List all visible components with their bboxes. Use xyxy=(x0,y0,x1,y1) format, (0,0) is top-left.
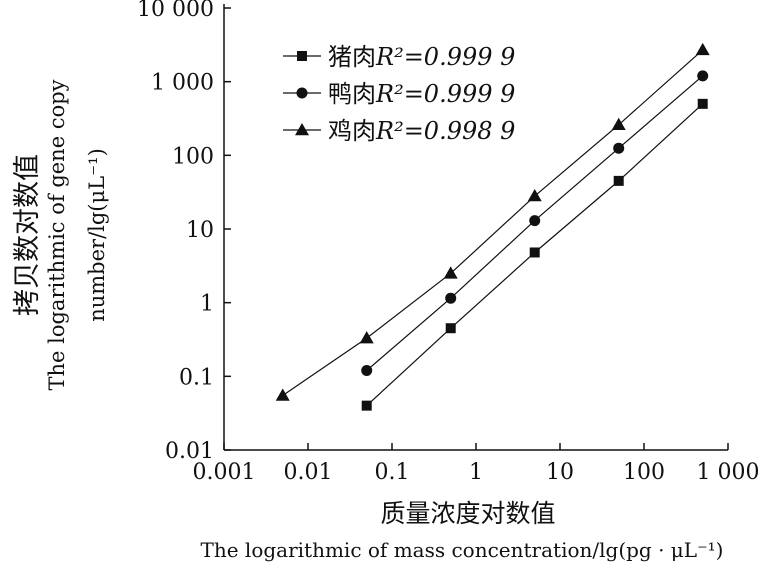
x-axis-label-en: The logarithmic of mass concentration/lg… xyxy=(201,538,724,562)
legend-item: 鸭肉R²=0.999 9 xyxy=(283,80,515,108)
data-point-triangle xyxy=(443,266,458,279)
y-tick-label: 1 xyxy=(200,292,214,317)
data-point-square xyxy=(529,247,540,258)
data-point-circle xyxy=(613,142,625,154)
y-tick-label: 10 000 xyxy=(137,0,214,22)
y-tick-label: 1 000 xyxy=(151,71,214,96)
data-point-circle xyxy=(361,365,373,377)
y-ticks: 0.01 0.1 1 10 100 1 000 10 000 xyxy=(137,0,231,464)
y-tick-label: 10 xyxy=(186,218,214,243)
x-axis-label-cn: 质量浓度对数值 xyxy=(380,499,555,528)
legend-label: 猪肉R²=0.999 9 xyxy=(328,43,515,71)
series-square xyxy=(361,98,708,411)
legend-label: 鸡肉R²=0.998 9 xyxy=(328,117,515,145)
data-point-square xyxy=(613,175,624,186)
legend: 猪肉R²=0.999 9 鸭肉R²=0.999 9 鸡肉R²=0.998 9 xyxy=(283,43,515,145)
data-point-triangle xyxy=(527,189,542,202)
y-tick-label: 0.01 xyxy=(165,439,214,464)
series-circle xyxy=(361,70,709,377)
legend-marker-square xyxy=(297,51,307,61)
legend-item: 猪肉R²=0.999 9 xyxy=(283,43,515,71)
data-point-square xyxy=(361,400,372,411)
data-point-square xyxy=(445,323,456,334)
x-tick-label: 1 xyxy=(469,460,483,485)
legend-marker-triangle xyxy=(295,123,309,136)
data-point-circle xyxy=(697,70,709,82)
legend-label: 鸭肉R²=0.999 9 xyxy=(328,80,515,108)
data-point-square xyxy=(697,98,708,109)
y-tick-label: 0.1 xyxy=(179,365,214,390)
x-tick-label: 10 xyxy=(546,460,574,485)
y-axis-label-en-line1: The logarithmic of gene copy xyxy=(45,79,69,390)
x-tick-label: 100 xyxy=(623,460,665,485)
series-triangle xyxy=(275,42,710,401)
y-axis-label-cn: 拷贝数对数值 xyxy=(12,154,43,316)
x-ticks: 0.001 0.01 0.1 1 10 100 1 000 xyxy=(193,443,760,485)
legend-marker-circle xyxy=(296,87,308,99)
data-point-circle xyxy=(529,215,541,227)
x-tick-label: 0.1 xyxy=(375,460,410,485)
data-point-triangle xyxy=(611,117,626,131)
y-axis-label-en-line2: number/lg(μL⁻¹) xyxy=(85,148,109,322)
series-line xyxy=(282,49,704,396)
data-point-circle xyxy=(445,292,457,304)
data-point-triangle xyxy=(359,331,374,344)
x-tick-label: 1 000 xyxy=(697,460,760,485)
x-tick-label: 0.001 xyxy=(193,460,256,485)
data-point-triangle xyxy=(695,42,710,56)
y-tick-label: 100 xyxy=(172,144,214,169)
data-point-triangle xyxy=(275,388,290,401)
series-group xyxy=(275,42,710,411)
x-tick-label: 0.01 xyxy=(284,460,333,485)
legend-item: 鸡肉R²=0.998 9 xyxy=(283,117,515,145)
